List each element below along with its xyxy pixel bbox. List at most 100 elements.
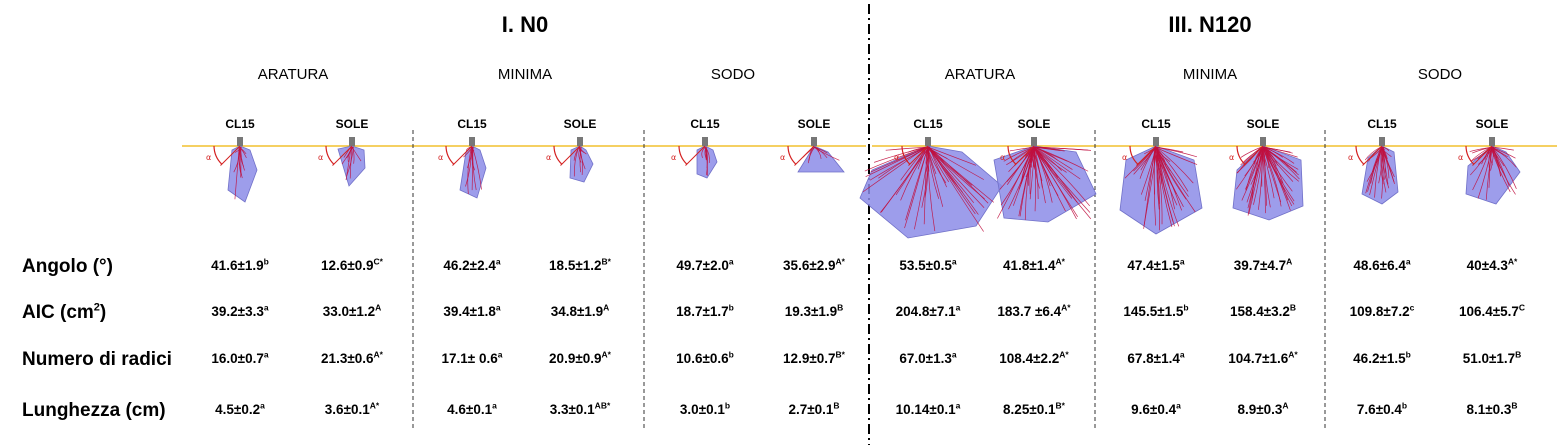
plant-stem <box>1489 137 1495 146</box>
cell-significance: a <box>492 400 497 411</box>
cell-value: 3.0±0.1 <box>679 402 725 417</box>
cell-significance: a <box>260 400 265 411</box>
table-cell: 46.2±2.4a <box>443 257 500 273</box>
cell-significance: a <box>955 400 961 411</box>
angle-arc <box>901 145 911 165</box>
root-strand <box>1034 146 1078 203</box>
root-strand <box>1380 146 1384 185</box>
cell-value: 39.4±1.8 <box>443 304 496 319</box>
root-strand <box>1156 146 1173 228</box>
cell-significance: a <box>263 349 269 360</box>
table-cell: 33.0±1.2A <box>323 303 382 319</box>
table-cell: 108.4±2.2A* <box>999 349 1069 366</box>
root-strand <box>1155 146 1194 184</box>
cell-value: 12.9±0.7 <box>783 351 836 366</box>
angle-ray <box>332 145 353 166</box>
cultivar-label: CL15 <box>457 117 487 131</box>
cultivar-label: SOLE <box>1246 117 1280 131</box>
root-strand <box>573 146 580 177</box>
tillage-system-label: SODO <box>710 66 756 83</box>
angle-arc <box>213 145 223 165</box>
cell-significance: b <box>1401 400 1408 411</box>
cell-value: 40±4.3 <box>1466 258 1508 273</box>
angle-symbol: α <box>206 153 211 162</box>
root-strand <box>1153 146 1156 195</box>
cell-value: 109.8±7.2 <box>1349 304 1410 319</box>
root-strand <box>1490 146 1494 171</box>
cell-significance: A* <box>373 349 383 360</box>
cell-significance: b <box>728 302 734 313</box>
root-strand <box>1143 146 1156 229</box>
cell-significance: A <box>1286 256 1293 267</box>
cell-value: 46.2±2.4 <box>443 258 496 273</box>
cell-value: 17.1± 0.6 <box>441 351 498 366</box>
root-strand <box>900 146 929 201</box>
cell-significance: A* <box>601 349 611 360</box>
cell-significance: C <box>1518 302 1526 313</box>
table-cell: 12.6±0.9C* <box>321 257 383 273</box>
cell-value: 108.4±2.2 <box>999 351 1060 366</box>
root-strand <box>878 146 928 179</box>
cell-significance: a <box>263 302 269 313</box>
root-strand <box>1488 146 1492 188</box>
root-system: α <box>438 137 487 199</box>
root-hull <box>1465 145 1521 205</box>
angle-arc <box>678 145 688 165</box>
cell-significance: A* <box>1059 349 1069 360</box>
root-strand <box>705 146 708 176</box>
table-cell: 10.14±0.1a <box>896 400 961 417</box>
cell-significance: B <box>1511 400 1518 411</box>
cell-significance: a <box>497 349 503 360</box>
root-strand <box>1381 146 1384 199</box>
plant-stem <box>237 137 243 146</box>
plant-stem <box>925 137 931 146</box>
plant-stem <box>577 137 583 146</box>
root-strand <box>701 146 706 159</box>
cell-significance: a <box>951 349 957 360</box>
angle-arc <box>445 145 455 165</box>
root-hull <box>569 145 594 183</box>
row-label-superscript: 2 <box>93 301 100 314</box>
angle-arc <box>1355 145 1365 165</box>
root-strand <box>925 146 929 172</box>
cell-value: 41.8±1.4 <box>1003 258 1056 273</box>
table-cell: 3.3±0.1AB* <box>550 401 611 417</box>
table-cell: 145.5±1.5b <box>1123 303 1188 319</box>
cell-value: 67.0±1.3 <box>899 351 952 366</box>
root-strand <box>1262 146 1282 203</box>
root-strand <box>239 146 244 167</box>
table-cell: 39.4±1.8a <box>443 303 500 319</box>
cell-value: 16.0±0.7 <box>211 351 264 366</box>
root-strand <box>926 146 947 184</box>
root-strand <box>1019 146 1036 217</box>
root-strand <box>999 146 1035 190</box>
cell-value: 158.4±3.2 <box>1229 304 1290 319</box>
plant-stem <box>1379 137 1385 146</box>
root-strand <box>1156 146 1175 227</box>
root-hull <box>797 145 845 173</box>
root-strand <box>895 146 928 196</box>
root-strand <box>466 146 474 169</box>
root-strand <box>1139 146 1156 179</box>
root-strand <box>808 146 816 164</box>
root-strand <box>1492 146 1517 189</box>
cell-significance: B <box>833 400 840 411</box>
table-cell: 10.6±0.6b <box>676 350 734 366</box>
cell-significance: A <box>1282 400 1289 411</box>
root-strand <box>873 146 928 163</box>
cell-significance: c <box>1409 302 1415 313</box>
cell-value: 8.1±0.3 <box>1466 402 1512 417</box>
cell-value: 34.8±1.9 <box>550 304 604 319</box>
cell-value: 53.5±0.5 <box>899 258 952 273</box>
cell-significance: A* <box>369 400 380 411</box>
root-strand <box>467 146 472 195</box>
root-strand <box>579 146 586 170</box>
root-strand <box>1244 146 1263 177</box>
root-strand <box>1018 146 1035 217</box>
root-strand <box>1381 146 1386 180</box>
root-strand <box>1262 146 1278 166</box>
table-cell: 35.6±2.9A* <box>783 257 845 273</box>
cell-significance: a <box>955 302 961 313</box>
table-cell: 47.4±1.5a <box>1127 257 1184 273</box>
